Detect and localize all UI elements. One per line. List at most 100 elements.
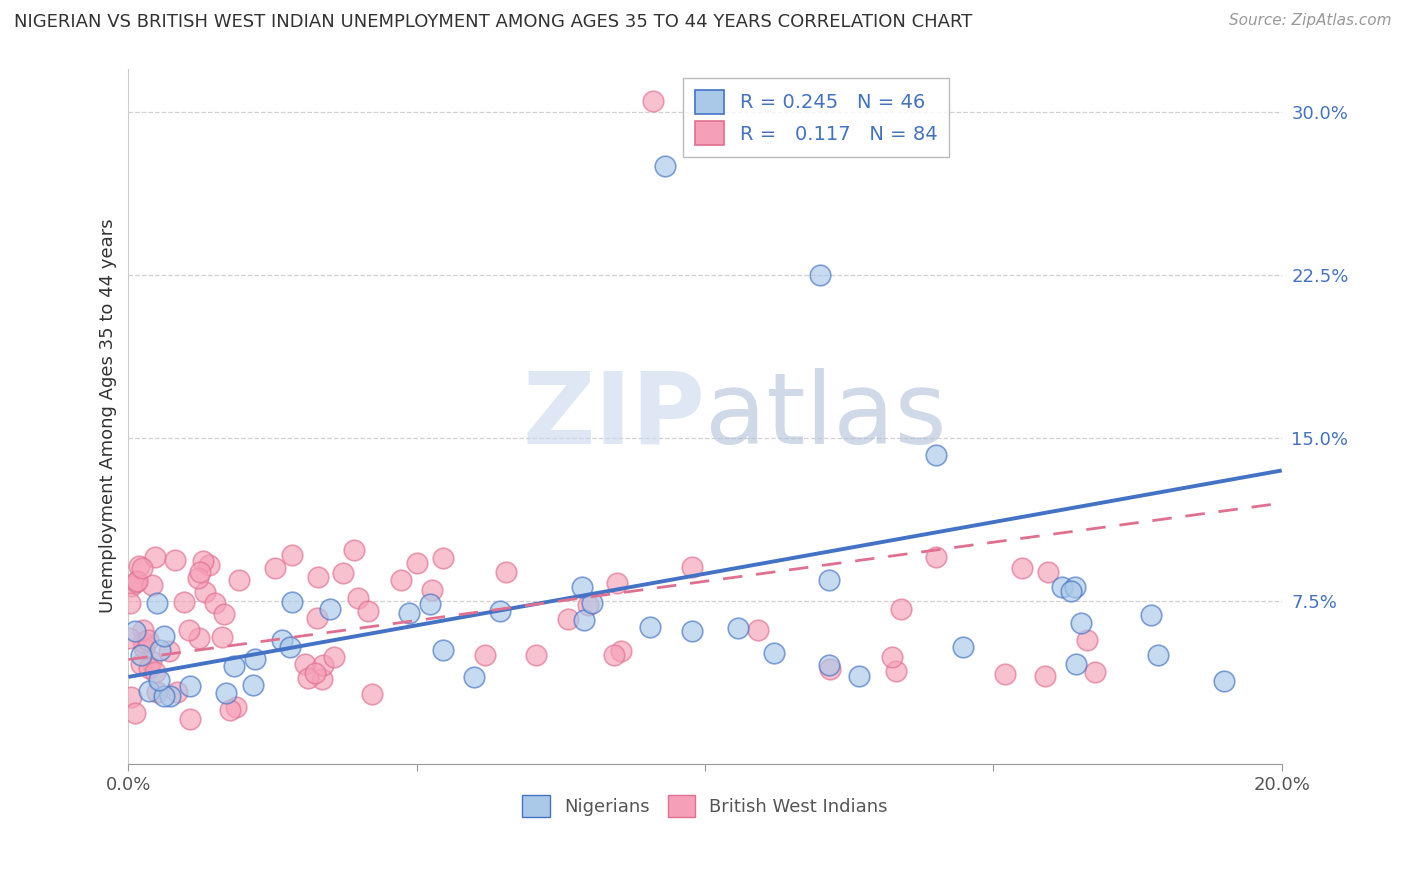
Point	[581, 595, 603, 609]
Point	[576, 599, 599, 613]
Point	[132, 623, 155, 637]
Point	[228, 573, 250, 587]
Point	[643, 94, 665, 108]
Point	[1060, 584, 1083, 599]
Point	[132, 635, 155, 649]
Point	[145, 684, 167, 698]
Point	[166, 684, 188, 698]
Point	[419, 597, 441, 611]
Point	[495, 565, 517, 579]
Point	[242, 678, 264, 692]
Point	[120, 596, 142, 610]
Point	[149, 642, 172, 657]
Point	[389, 573, 412, 587]
Y-axis label: Unemployment Among Ages 35 to 44 years: Unemployment Among Ages 35 to 44 years	[100, 219, 117, 614]
Point	[1050, 580, 1073, 594]
Point	[191, 554, 214, 568]
Point	[136, 633, 159, 648]
Point	[179, 679, 201, 693]
Point	[224, 659, 246, 673]
Point	[925, 550, 948, 565]
Point	[952, 640, 974, 655]
Point	[474, 648, 496, 663]
Point	[884, 664, 907, 678]
Point	[398, 607, 420, 621]
Point	[120, 579, 142, 593]
Point	[118, 631, 141, 645]
Point	[280, 549, 302, 563]
Point	[307, 570, 329, 584]
Point	[152, 689, 174, 703]
Point	[146, 596, 169, 610]
Point	[187, 631, 209, 645]
Point	[143, 665, 166, 680]
Point	[925, 448, 948, 462]
Point	[132, 641, 155, 656]
Point	[194, 584, 217, 599]
Point	[890, 601, 912, 615]
Point	[281, 595, 304, 609]
Point	[131, 648, 153, 662]
Point	[198, 558, 221, 572]
Point	[432, 642, 454, 657]
Point	[124, 624, 146, 638]
Point	[848, 668, 870, 682]
Point	[124, 706, 146, 721]
Point	[188, 565, 211, 579]
Point	[432, 551, 454, 566]
Point	[297, 672, 319, 686]
Point	[212, 607, 235, 622]
Point	[148, 673, 170, 687]
Point	[138, 661, 160, 675]
Point	[880, 650, 903, 665]
Point	[572, 613, 595, 627]
Point	[654, 159, 676, 173]
Text: NIGERIAN VS BRITISH WEST INDIAN UNEMPLOYMENT AMONG AGES 35 TO 44 YEARS CORRELATI: NIGERIAN VS BRITISH WEST INDIAN UNEMPLOY…	[14, 13, 973, 31]
Point	[138, 684, 160, 698]
Point	[125, 574, 148, 589]
Point	[1011, 561, 1033, 575]
Point	[139, 654, 162, 668]
Point	[1213, 674, 1236, 689]
Legend: Nigerians, British West Indians: Nigerians, British West Indians	[515, 788, 896, 824]
Point	[173, 594, 195, 608]
Point	[818, 658, 841, 673]
Point	[747, 623, 769, 637]
Point	[420, 583, 443, 598]
Point	[993, 666, 1015, 681]
Point	[152, 629, 174, 643]
Point	[243, 651, 266, 665]
Point	[311, 672, 333, 686]
Point	[763, 646, 786, 660]
Point	[1070, 616, 1092, 631]
Point	[1147, 648, 1170, 663]
Point	[602, 648, 624, 662]
Point	[681, 624, 703, 638]
Text: Source: ZipAtlas.com: Source: ZipAtlas.com	[1229, 13, 1392, 29]
Point	[818, 662, 841, 676]
Point	[271, 632, 294, 647]
Text: ZIP: ZIP	[522, 368, 704, 465]
Point	[128, 559, 150, 574]
Point	[727, 621, 749, 635]
Point	[810, 268, 832, 282]
Point	[187, 571, 209, 585]
Point	[131, 561, 153, 575]
Point	[406, 556, 429, 570]
Point	[157, 643, 180, 657]
Point	[1064, 657, 1087, 672]
Point	[332, 566, 354, 580]
Point	[818, 574, 841, 588]
Point	[1084, 665, 1107, 680]
Text: atlas: atlas	[704, 368, 946, 465]
Point	[177, 623, 200, 637]
Point	[141, 578, 163, 592]
Point	[342, 543, 364, 558]
Point	[1140, 607, 1163, 622]
Point	[305, 610, 328, 624]
Point	[681, 559, 703, 574]
Point	[361, 686, 384, 700]
Point	[163, 553, 186, 567]
Point	[204, 596, 226, 610]
Point	[215, 686, 238, 700]
